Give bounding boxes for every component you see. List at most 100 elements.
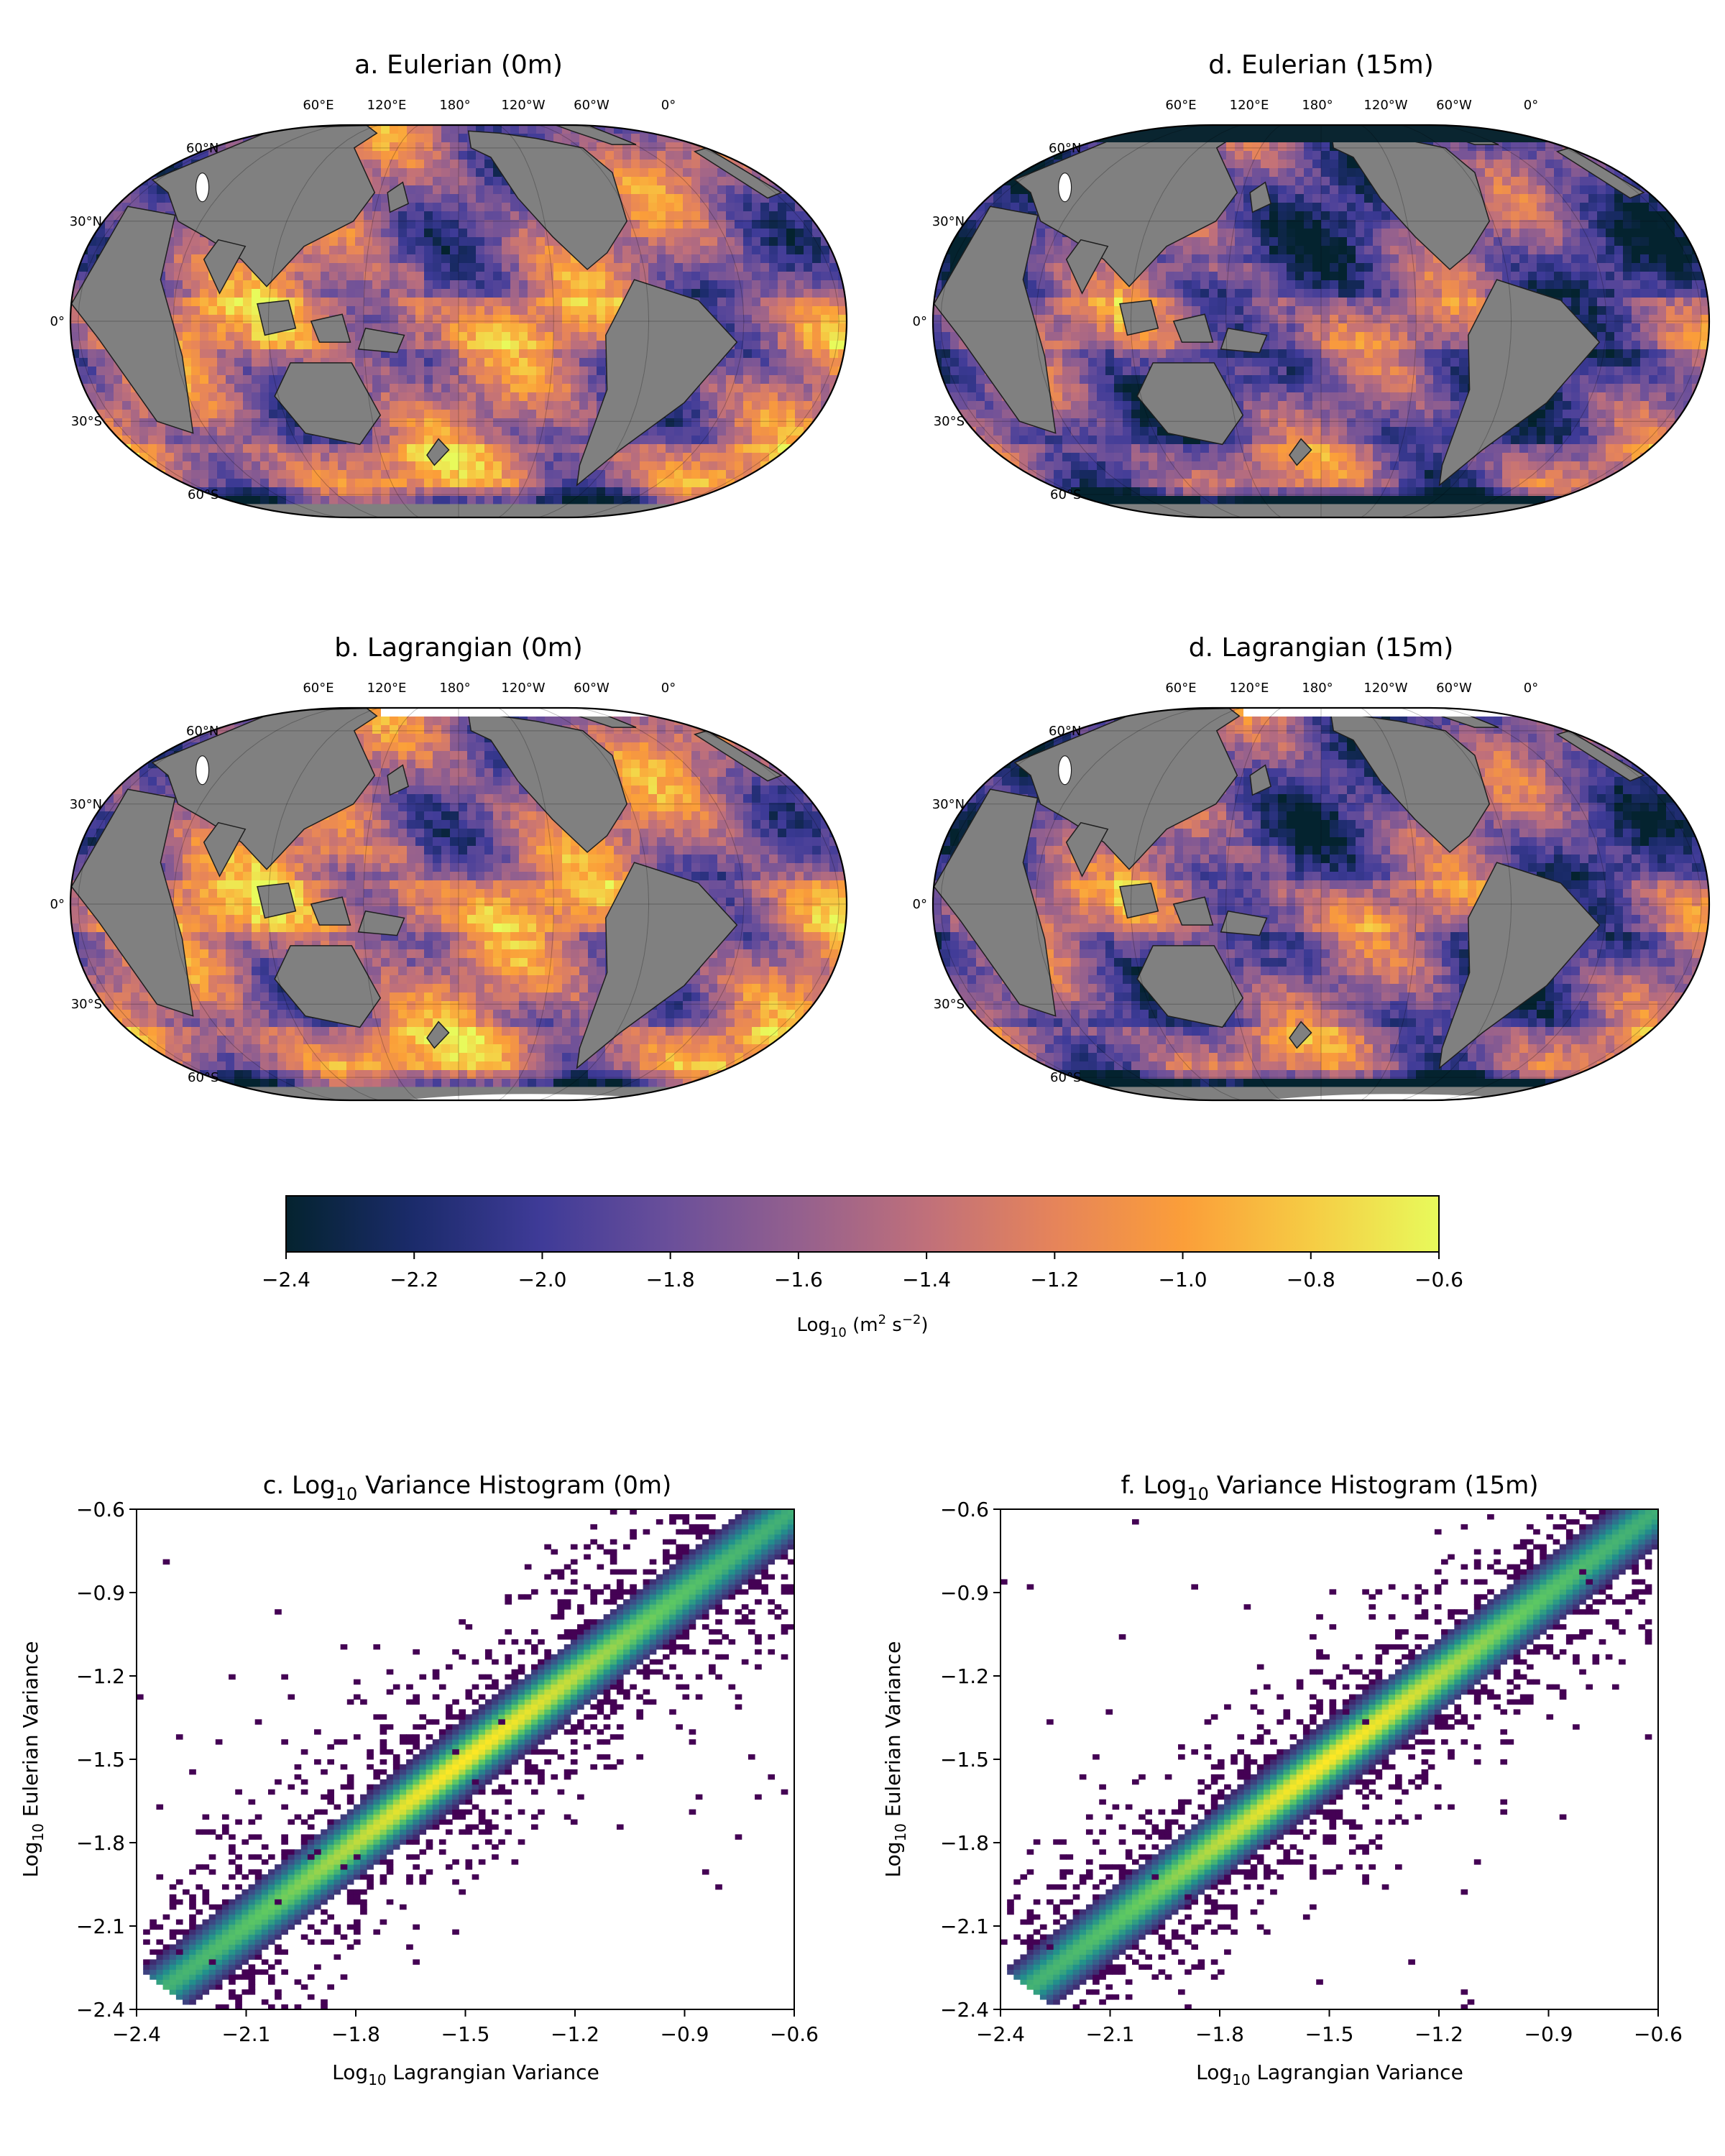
map-cell — [88, 125, 97, 134]
map-cell — [493, 289, 502, 298]
map-cell — [493, 436, 502, 445]
map-cell — [226, 444, 235, 453]
map-cell — [821, 427, 830, 436]
map-cell — [390, 134, 399, 143]
map-cell — [372, 461, 382, 471]
map-cell — [1649, 151, 1658, 160]
map-cell — [786, 315, 796, 324]
map-cell — [640, 168, 649, 178]
map-cell — [812, 203, 822, 212]
map-cell — [726, 194, 735, 203]
map-cell — [726, 496, 735, 505]
map-cell — [484, 436, 494, 445]
map-cell — [674, 487, 684, 497]
map-cell — [208, 358, 218, 367]
map-cell — [838, 246, 847, 255]
map-cell — [217, 410, 226, 419]
map-cell — [476, 211, 485, 221]
map-cell — [269, 401, 278, 410]
map-cell — [1235, 168, 1244, 178]
map-cell — [502, 298, 511, 307]
map-cell — [424, 461, 433, 471]
map-cell — [364, 306, 373, 315]
map-cell — [700, 246, 709, 255]
map-cell — [519, 306, 528, 315]
map-cell — [829, 229, 839, 238]
map-cell — [786, 479, 796, 488]
map-cell — [372, 358, 382, 367]
map-cell — [1450, 142, 1460, 152]
map-cell — [200, 237, 209, 247]
map-cell — [743, 220, 753, 229]
map-cell — [743, 298, 753, 307]
map-cell — [364, 375, 373, 384]
map-cell — [79, 323, 88, 333]
map-cell — [795, 168, 804, 178]
map-cell — [1347, 160, 1356, 169]
map-cell — [484, 203, 494, 212]
map-cell — [545, 444, 554, 453]
map-cell — [105, 125, 114, 134]
map-cell — [735, 246, 744, 255]
map-cell — [200, 401, 209, 410]
map-cell — [157, 436, 166, 445]
map-cell — [622, 151, 632, 160]
map-cell — [545, 470, 554, 479]
map-cell — [553, 272, 563, 281]
map-cell — [605, 272, 615, 281]
map-cell — [804, 375, 813, 384]
map-cell — [260, 487, 270, 497]
map-cell — [812, 151, 822, 160]
map-cell — [79, 461, 88, 471]
map-cell — [657, 496, 666, 505]
lon-label: 0° — [661, 98, 676, 113]
map-cell — [536, 444, 546, 453]
map-cell — [967, 168, 977, 178]
map-cell — [476, 375, 485, 384]
map-cell — [795, 229, 804, 238]
map-cell — [674, 177, 684, 186]
map-cell — [950, 168, 960, 178]
map-cell — [70, 194, 80, 203]
map-cell — [243, 125, 252, 134]
map-cell — [510, 323, 520, 333]
map-cell — [829, 289, 839, 298]
map-cell — [1632, 160, 1641, 169]
map-cell — [407, 151, 416, 160]
map-cell — [1657, 177, 1667, 186]
map-cell — [743, 272, 753, 281]
map-cell — [778, 229, 787, 238]
map-cell — [691, 410, 701, 419]
map-cell — [329, 298, 339, 307]
map-cell — [467, 177, 477, 186]
map-cell — [467, 272, 477, 281]
map-cell — [536, 470, 546, 479]
map-cell — [226, 487, 235, 497]
map-cell — [760, 470, 770, 479]
map-cell — [312, 280, 321, 290]
map-cell — [769, 134, 778, 143]
map-cell — [769, 254, 778, 264]
map-cell — [519, 384, 528, 393]
map-cell — [769, 470, 778, 479]
map-cell — [70, 470, 80, 479]
map-cell — [476, 418, 485, 428]
map-cell — [1347, 194, 1356, 203]
map-cell — [467, 229, 477, 238]
map-cell — [812, 461, 822, 471]
map-cell — [338, 444, 347, 453]
map-cell — [795, 142, 804, 152]
map-cell — [459, 401, 468, 410]
map-cell — [165, 151, 175, 160]
map-cell — [312, 479, 321, 488]
map-cell — [691, 470, 701, 479]
map-cell — [1321, 177, 1330, 186]
map-cell — [1002, 151, 1011, 160]
map-cell — [829, 168, 839, 178]
map-cell — [622, 246, 632, 255]
map-cell — [450, 358, 459, 367]
map-cell — [122, 479, 132, 488]
map-cell — [1692, 168, 1701, 178]
map-cell — [786, 470, 796, 479]
map-cell — [390, 246, 399, 255]
